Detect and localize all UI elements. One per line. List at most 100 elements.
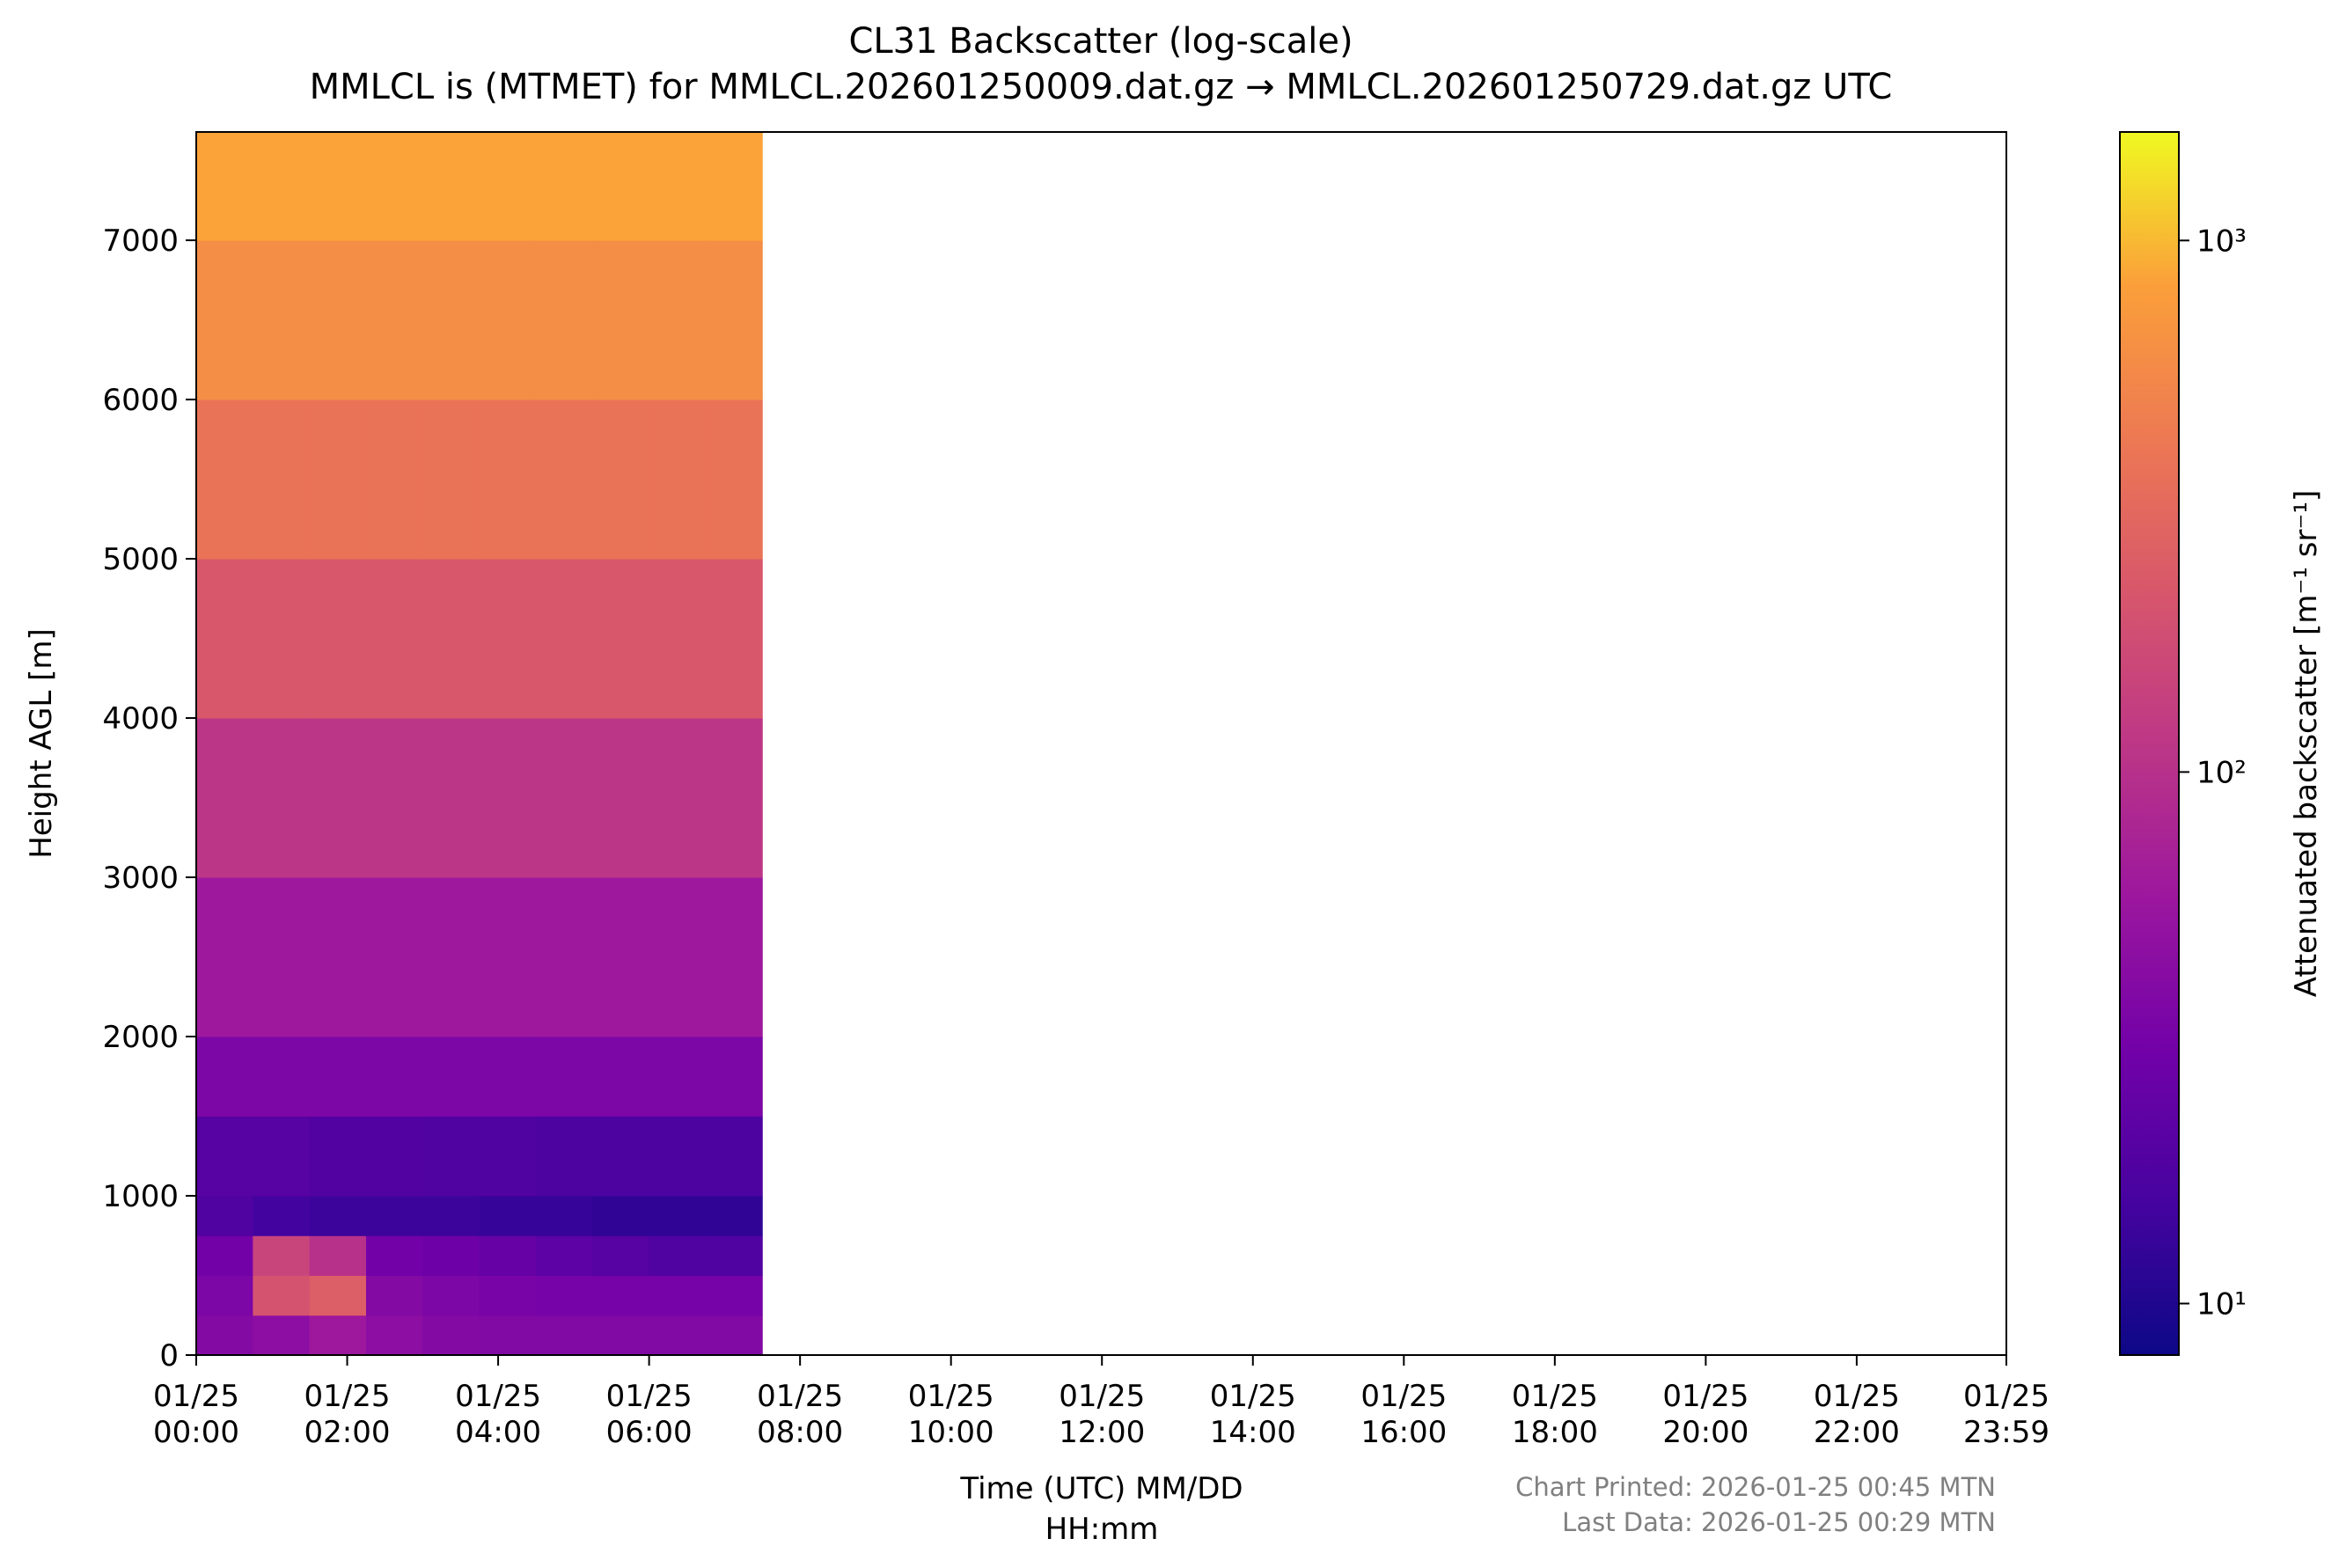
heatmap-cell (196, 1037, 253, 1117)
heatmap-cell (479, 1037, 537, 1117)
x-tick-label: 01/25 14:00 (1210, 1379, 1296, 1450)
heatmap-cell (253, 559, 311, 719)
heatmap-cell (253, 1315, 311, 1356)
tick-label-line: 01/25 (1814, 1379, 1900, 1414)
tick-label-line: 01/25 (1360, 1379, 1447, 1414)
heatmap-cell (705, 1235, 763, 1277)
heatmap-cell (535, 132, 593, 241)
tick-label-line: 01/25 (1662, 1379, 1749, 1414)
heatmap-cell (535, 399, 593, 560)
heatmap-cell (649, 1235, 707, 1277)
tick-label-line: 10:00 (908, 1415, 994, 1450)
tick-label-line: 00:00 (153, 1415, 239, 1450)
heatmap-cell (422, 718, 480, 878)
heatmap-cell (649, 1037, 707, 1117)
x-tick-label: 01/25 22:00 (1814, 1379, 1900, 1450)
heatmap-cell (309, 718, 367, 878)
heatmap-cell (705, 399, 763, 560)
heatmap-cell (253, 1116, 311, 1197)
tick-label-line: 01/25 (455, 1379, 541, 1414)
y-tick-label: 0 (159, 1338, 179, 1374)
tick-label-line: 14:00 (1210, 1415, 1296, 1450)
heatmap-cell (592, 1196, 650, 1236)
heatmap-cell (592, 1315, 650, 1356)
heatmap-cell (479, 559, 537, 719)
heatmap-cell (365, 718, 423, 878)
heatmap-cell (365, 877, 423, 1037)
heatmap-cell (422, 877, 480, 1037)
heatmap-cell (309, 132, 367, 241)
heatmap-cell (196, 1275, 253, 1316)
x-tick-label: 01/25 20:00 (1662, 1379, 1749, 1450)
heatmap-cell (592, 1037, 650, 1117)
colorbar-label: Attenuated backscatter [m⁻¹ sr⁻¹] (2289, 490, 2324, 998)
heatmap-cell (479, 1275, 537, 1316)
heatmap-cell (535, 559, 593, 719)
heatmap-cell (196, 718, 253, 878)
heatmap-cell (309, 1315, 367, 1356)
heatmap-cell (196, 559, 253, 719)
tick-label-line: 16:00 (1360, 1415, 1447, 1450)
y-tick-label: 7000 (102, 223, 179, 259)
y-tick-label: 6000 (102, 383, 179, 418)
heatmap-cell (649, 1275, 707, 1316)
heatmap-cell (422, 559, 480, 719)
heatmap-cell (253, 240, 311, 400)
heatmap-cell (309, 1116, 367, 1197)
annotation: Chart Printed: 2026-01-25 00:45 MTN (1515, 1472, 1996, 1502)
heatmap-cell (649, 1315, 707, 1356)
heatmap-cell (592, 877, 650, 1037)
heatmap-cell (535, 1196, 593, 1236)
heatmap-cell (253, 399, 311, 560)
tick-label-line: 23:59 (1963, 1415, 2049, 1450)
heatmap-cell (196, 132, 253, 241)
heatmap-cell (705, 1116, 763, 1197)
heatmap-cell (479, 718, 537, 878)
heatmap-cell (196, 240, 253, 400)
heatmap-cell (253, 718, 311, 878)
heatmap-cell (705, 559, 763, 719)
heatmap-cell (365, 1235, 423, 1277)
heatmap-cell (592, 718, 650, 878)
tick-label-line: 01/25 (1059, 1379, 1145, 1414)
heatmap-cell (649, 399, 707, 560)
heatmap-cell (253, 1275, 311, 1316)
heatmap-cell (479, 877, 537, 1037)
colorbar-tick-label: 10¹ (2196, 1286, 2247, 1322)
heatmap-cell (309, 399, 367, 560)
heatmap-cell (309, 1235, 367, 1277)
heatmap-cell (705, 1315, 763, 1356)
x-tick-label: 01/25 16:00 (1360, 1379, 1447, 1450)
tick-label-line: 22:00 (1814, 1415, 1900, 1450)
heatmap-cell (365, 1275, 423, 1316)
y-tick-label: 2000 (102, 1020, 179, 1055)
heatmap-cell (309, 1037, 367, 1117)
heatmap-cell (253, 132, 311, 241)
heatmap-cell (422, 132, 480, 241)
heatmap-cell (365, 399, 423, 560)
x-axis-label: Time (UTC) MM/DD (959, 1471, 1243, 1506)
colorbar (2119, 131, 2180, 1356)
x-tick-label: 01/25 18:00 (1512, 1379, 1598, 1450)
heatmap-cell (479, 1235, 537, 1277)
heatmap-cell (649, 1196, 707, 1236)
heatmap-cell (649, 559, 707, 719)
heatmap-cell (535, 1037, 593, 1117)
heatmap-cell (649, 132, 707, 241)
x-tick-label: 01/25 12:00 (1059, 1379, 1145, 1450)
x-tick-label: 01/25 02:00 (304, 1379, 391, 1450)
tick-label-line: 01/25 (1210, 1379, 1296, 1414)
heatmap-cell (422, 1196, 480, 1236)
tick-label-line: 06:00 (606, 1415, 693, 1450)
tick-label-line: 08:00 (757, 1415, 843, 1450)
colorbar-tick-label: 10³ (2196, 223, 2247, 259)
heatmap-cell (253, 1235, 311, 1277)
heatmap-cell (705, 1196, 763, 1236)
tick-label-line: 01/25 (304, 1379, 391, 1414)
heatmap-cell (253, 1037, 311, 1117)
heatmap-cell (592, 399, 650, 560)
heatmap-cell (422, 1037, 480, 1117)
heatmap-cell (309, 1196, 367, 1236)
